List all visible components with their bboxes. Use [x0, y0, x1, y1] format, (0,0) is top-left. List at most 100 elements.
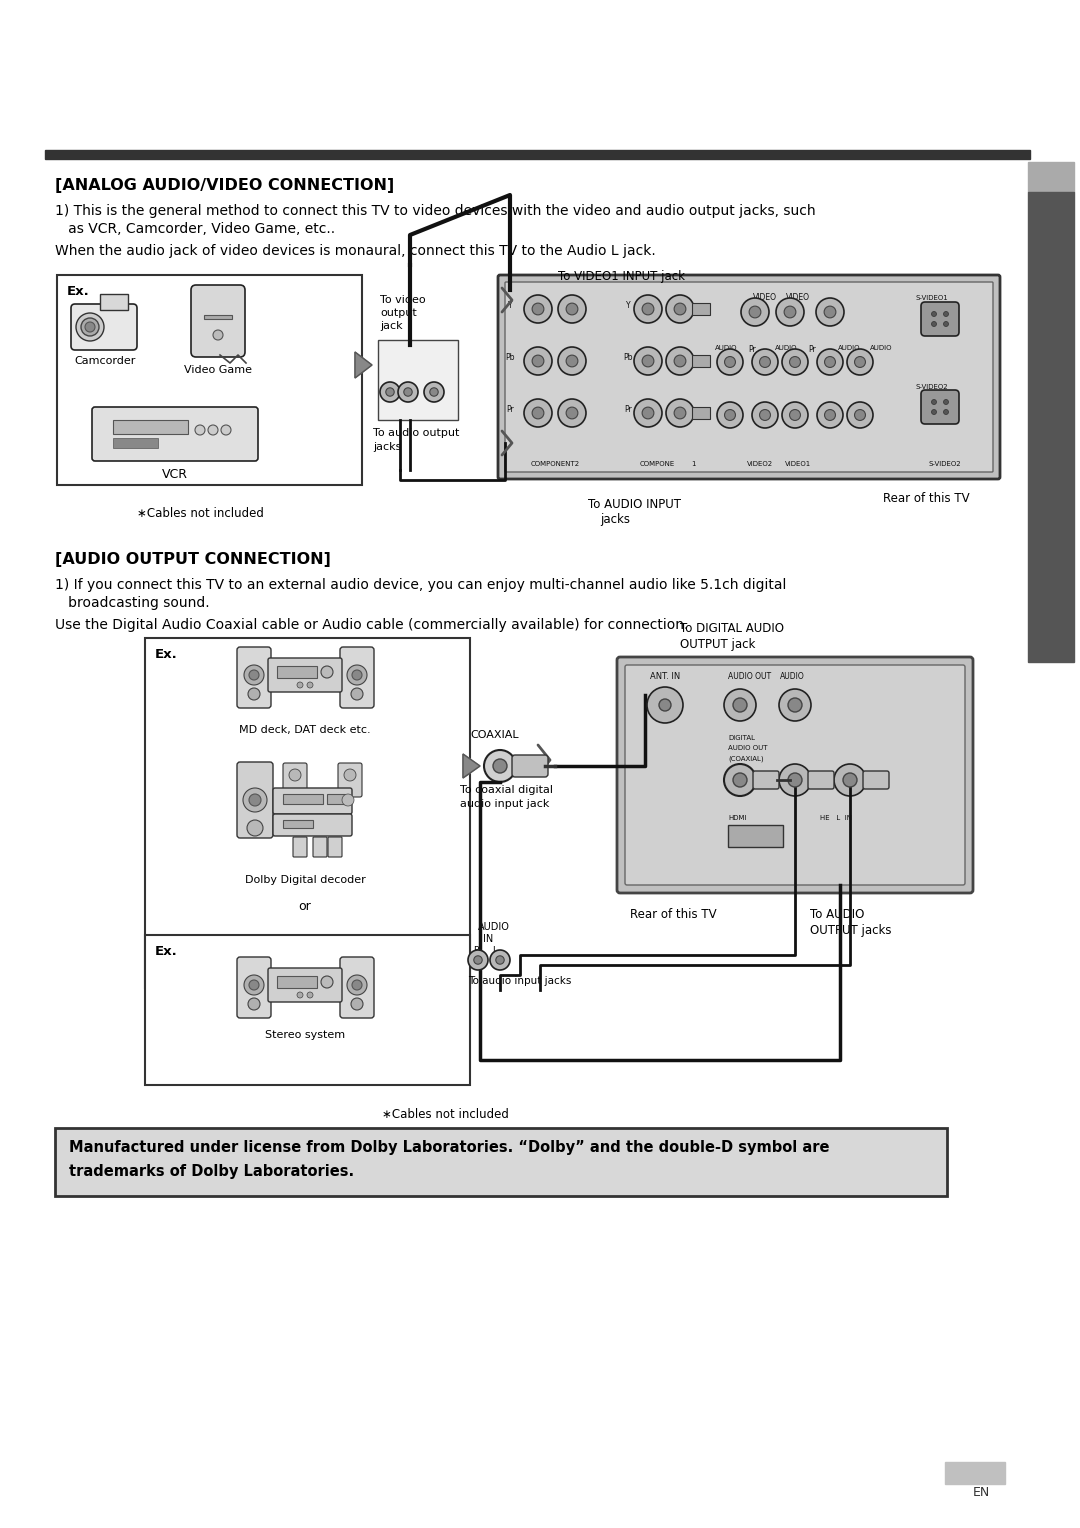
Circle shape	[634, 347, 662, 374]
Circle shape	[834, 764, 866, 796]
Circle shape	[666, 295, 694, 322]
FancyBboxPatch shape	[268, 969, 342, 1002]
Text: Y: Y	[508, 301, 512, 310]
Circle shape	[345, 769, 356, 781]
Circle shape	[789, 410, 800, 420]
Text: Pr: Pr	[748, 345, 756, 354]
Bar	[276, 666, 318, 678]
FancyBboxPatch shape	[505, 283, 993, 472]
Text: HE   L  IN: HE L IN	[820, 814, 852, 821]
Circle shape	[321, 976, 333, 989]
Text: L: L	[492, 946, 497, 955]
Text: Dolby Digital decoder: Dolby Digital decoder	[245, 876, 365, 885]
Text: Camcorder: Camcorder	[75, 356, 136, 367]
Circle shape	[532, 406, 544, 419]
FancyBboxPatch shape	[340, 646, 374, 707]
Circle shape	[854, 410, 865, 420]
Circle shape	[733, 698, 747, 712]
Bar	[145, 639, 470, 989]
Text: L: L	[400, 362, 404, 371]
Text: Pr: Pr	[507, 405, 514, 414]
FancyBboxPatch shape	[283, 762, 307, 798]
Text: DIGITAL: DIGITAL	[728, 735, 755, 741]
Text: ∗Cables not included: ∗Cables not included	[381, 1108, 509, 1122]
Circle shape	[717, 402, 743, 428]
Text: Ex.: Ex.	[67, 286, 90, 298]
Text: HDMI: HDMI	[728, 814, 746, 821]
Circle shape	[725, 410, 735, 420]
Text: AUDIO: AUDIO	[775, 345, 797, 351]
Text: 1) If you connect this TV to an external audio device, you can enjoy multi-chann: 1) If you connect this TV to an external…	[55, 578, 786, 591]
Text: AUDIO: AUDIO	[715, 345, 738, 351]
FancyBboxPatch shape	[753, 772, 779, 788]
Circle shape	[931, 410, 936, 414]
Text: Use the Digital Audio Coaxial cable or Audio cable (commercially available) for : Use the Digital Audio Coaxial cable or A…	[55, 617, 688, 633]
Circle shape	[643, 303, 653, 315]
Circle shape	[532, 354, 544, 367]
Bar	[276, 976, 318, 989]
Text: jacks: jacks	[600, 513, 630, 526]
Text: COMPONENT2: COMPONENT2	[530, 461, 580, 468]
Circle shape	[297, 681, 303, 688]
Text: OUTPUT jack: OUTPUT jack	[680, 639, 755, 651]
Circle shape	[342, 795, 354, 805]
FancyBboxPatch shape	[328, 837, 342, 857]
Text: jack: jack	[380, 321, 403, 332]
Circle shape	[944, 410, 948, 414]
FancyBboxPatch shape	[71, 304, 137, 350]
Circle shape	[824, 306, 836, 318]
Text: To AUDIO INPUT: To AUDIO INPUT	[588, 498, 681, 510]
Circle shape	[76, 313, 104, 341]
Bar	[1028, 193, 1074, 662]
Circle shape	[492, 759, 507, 773]
Bar	[692, 406, 710, 419]
FancyBboxPatch shape	[237, 646, 271, 707]
Circle shape	[944, 312, 948, 316]
Circle shape	[474, 957, 482, 964]
Text: When the audio jack of video devices is monaural, connect this TV to the Audio L: When the audio jack of video devices is …	[55, 244, 656, 258]
FancyBboxPatch shape	[512, 755, 548, 778]
Text: COAXIAL: COAXIAL	[470, 730, 518, 740]
Text: jacks: jacks	[373, 442, 402, 452]
Text: 11: 11	[981, 1468, 1005, 1487]
Circle shape	[741, 298, 769, 325]
Text: VIDEO: VIDEO	[753, 293, 777, 303]
Text: AUDIO: AUDIO	[838, 345, 861, 351]
Circle shape	[321, 666, 333, 678]
Text: To coaxial digital: To coaxial digital	[460, 785, 553, 795]
Circle shape	[816, 298, 843, 325]
Text: PREPARATION FOR USE: PREPARATION FOR USE	[1044, 341, 1057, 513]
FancyBboxPatch shape	[268, 659, 342, 692]
Circle shape	[944, 321, 948, 327]
Circle shape	[430, 388, 438, 396]
Circle shape	[347, 975, 367, 995]
Bar	[283, 821, 313, 828]
Text: To VIDEO1 INPUT jack: To VIDEO1 INPUT jack	[558, 270, 686, 283]
Bar	[204, 315, 232, 319]
Circle shape	[674, 406, 686, 419]
Circle shape	[717, 348, 743, 374]
Text: To audio output: To audio output	[373, 428, 459, 439]
Circle shape	[931, 312, 936, 316]
Circle shape	[532, 303, 544, 315]
Text: ∗Cables not included: ∗Cables not included	[136, 507, 264, 520]
FancyBboxPatch shape	[273, 814, 352, 836]
Circle shape	[297, 992, 303, 998]
Bar	[55, 1128, 947, 1196]
Circle shape	[404, 388, 413, 396]
Circle shape	[524, 347, 552, 374]
Text: Manufactured under license from Dolby Laboratories. “Dolby” and the double-D sym: Manufactured under license from Dolby La…	[69, 1140, 829, 1155]
Circle shape	[782, 402, 808, 428]
Circle shape	[244, 975, 264, 995]
Circle shape	[380, 382, 400, 402]
Circle shape	[558, 399, 586, 426]
Circle shape	[195, 425, 205, 435]
Text: OUT: OUT	[380, 353, 396, 362]
Bar	[692, 354, 710, 367]
Circle shape	[824, 356, 836, 367]
Text: AUDIO OUT: AUDIO OUT	[728, 746, 768, 750]
Circle shape	[558, 295, 586, 322]
Text: R: R	[473, 946, 480, 955]
Text: OUT: OUT	[416, 353, 432, 362]
Circle shape	[634, 399, 662, 426]
